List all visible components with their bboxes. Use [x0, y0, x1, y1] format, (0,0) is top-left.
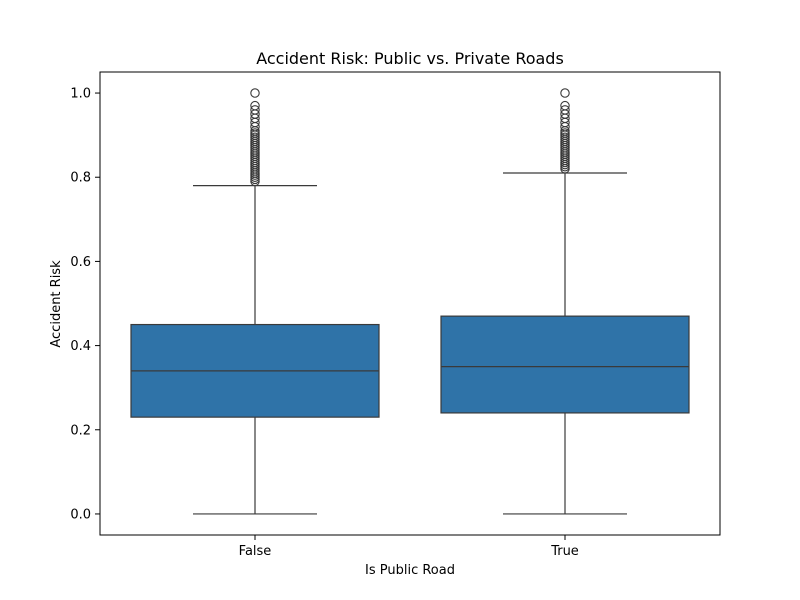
x-tick-label: False: [239, 544, 272, 559]
outlier-point: [560, 100, 570, 111]
y-axis-label: Accident Risk: [49, 260, 64, 348]
outlier-point: [560, 105, 570, 115]
y-tick-label: 0.6: [70, 255, 91, 270]
outlier-point: [250, 88, 260, 98]
y-tick-label: 0.0: [70, 507, 91, 522]
x-tick-label: True: [550, 544, 579, 559]
y-tick-label: 0.8: [70, 171, 91, 186]
plot-frame: [99, 71, 721, 536]
outlier-point: [250, 105, 260, 115]
chart-title: Accident Risk: Public vs. Private Roads: [256, 49, 564, 68]
plot-area: [130, 88, 690, 515]
outlier-point: [560, 88, 570, 98]
box-group-false: [130, 88, 380, 515]
outlier-point: [250, 100, 260, 111]
box-iqr: [440, 315, 690, 414]
x-axis-label: Is Public Road: [365, 563, 455, 578]
y-tick-label: 1.0: [70, 87, 91, 102]
y-tick-label: 0.4: [70, 339, 91, 354]
y-tick-label: 0.2: [70, 423, 91, 438]
box-group-true: [440, 88, 690, 515]
